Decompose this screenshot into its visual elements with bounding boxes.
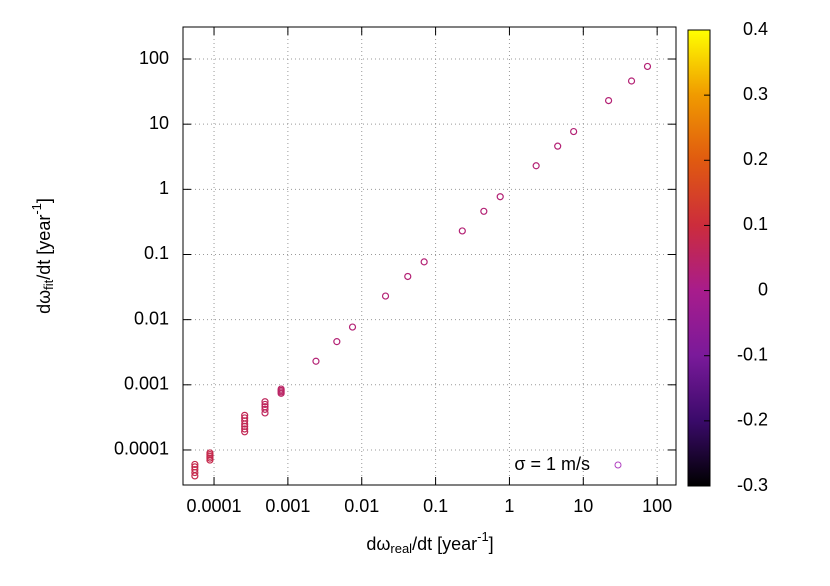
y-label-sub: fit [41, 279, 56, 290]
point [241, 411, 249, 419]
colorbar [687, 29, 711, 487]
y-label-part: dω [34, 290, 54, 314]
point [261, 403, 269, 411]
point [312, 357, 320, 365]
point [191, 465, 199, 474]
x-tick-label: 1 [504, 496, 514, 516]
y-axis-label: dωfit/dt [year-1] [29, 198, 56, 314]
x-tick-label: 100 [642, 496, 672, 516]
y-tick-label: 1 [159, 178, 169, 198]
point [277, 385, 285, 393]
point [480, 207, 488, 215]
colorbar-tick-label: 0.2 [743, 149, 768, 169]
y-label-sup: -1 [29, 203, 44, 215]
colorbar-tick-label: -0.3 [737, 475, 768, 495]
y-label-part: /dt [year [34, 215, 54, 280]
y-tick-label: 0.0001 [114, 439, 169, 459]
colorbar-tick-label: -0.2 [737, 410, 768, 430]
point [570, 127, 578, 136]
x-tick-label: 0.01 [344, 496, 379, 516]
x-label-sub: real [390, 541, 412, 556]
point [643, 62, 652, 71]
colorbar-tick-label: 0.4 [743, 19, 768, 39]
legend-marker [614, 461, 622, 469]
point [604, 97, 613, 105]
point [381, 292, 390, 300]
point [420, 258, 428, 266]
point [458, 227, 466, 235]
point [348, 323, 357, 331]
point [191, 460, 199, 469]
colorbar-tick-label: -0.1 [737, 344, 768, 364]
x-label-sup: -1 [477, 529, 489, 544]
point [206, 449, 214, 457]
y-tick-label: 0.001 [124, 374, 169, 394]
point [627, 77, 636, 85]
point [261, 398, 269, 406]
x-label-part: /dt [year [412, 534, 477, 554]
colorbar-tick-label: 0.3 [743, 84, 768, 104]
plot-frame [182, 26, 677, 486]
point [241, 425, 249, 433]
point [261, 405, 269, 413]
point [261, 400, 269, 409]
point [554, 142, 562, 150]
y-tick-label: 0.01 [134, 308, 169, 328]
x-label-part: ] [489, 534, 494, 554]
y-tick-label: 0.1 [144, 243, 169, 263]
x-tick-label: 0.0001 [187, 496, 242, 516]
y-tick-label: 100 [139, 48, 169, 68]
point [241, 414, 249, 422]
y-tick-label: 10 [149, 113, 169, 133]
point [404, 272, 412, 281]
x-tick-label: 0.001 [265, 496, 310, 516]
point [496, 193, 504, 201]
x-tick-label: 10 [573, 496, 593, 516]
point [532, 162, 540, 170]
point [333, 338, 341, 346]
x-tick-label: 0.1 [423, 496, 448, 516]
colorbar-tick-label: 0 [758, 279, 768, 299]
x-axis-label: dωreal/dt [year-1] [366, 529, 493, 556]
legend-label: σ = 1 m/s [514, 454, 590, 474]
colorbar-tick-label: 0.1 [743, 214, 768, 234]
y-label-part: ] [34, 198, 54, 203]
x-label-part: dω [366, 534, 390, 554]
point [191, 463, 199, 471]
